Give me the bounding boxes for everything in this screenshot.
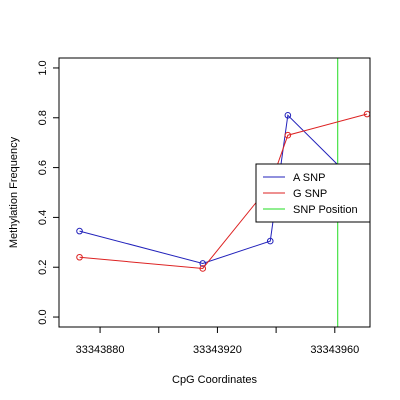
y-tick-label: 0.0 xyxy=(37,309,49,324)
a-snp-point xyxy=(199,260,207,267)
g-snp-point xyxy=(284,131,292,139)
legend: A SNP G SNP SNP Position xyxy=(255,163,371,223)
legend-label: G SNP xyxy=(293,188,327,200)
a-snp-point xyxy=(284,111,292,119)
a-snp-line xyxy=(79,114,342,265)
y-tick-label: 0.6 xyxy=(37,160,49,175)
y-tick-label: 1.0 xyxy=(37,60,49,75)
x-tick-label: 33343960 xyxy=(310,344,359,356)
x-tick-label: 33343920 xyxy=(193,344,242,356)
y-axis-title: Methylation Frequency xyxy=(8,136,20,248)
y-tick-label: 0.2 xyxy=(37,260,49,275)
x-tick-label: 33343880 xyxy=(76,344,125,356)
a-snp-point xyxy=(76,227,83,235)
legend-label: A SNP xyxy=(293,172,325,184)
x-axis-title: CpG Coordinates xyxy=(172,374,257,386)
y-tick-label: 0.8 xyxy=(37,110,49,125)
g-snp-point xyxy=(199,265,207,272)
a-snp-point xyxy=(266,237,274,245)
g-snp-point xyxy=(76,253,83,261)
legend-label: SNP Position xyxy=(293,204,358,216)
y-tick-label: 0.4 xyxy=(37,210,49,225)
